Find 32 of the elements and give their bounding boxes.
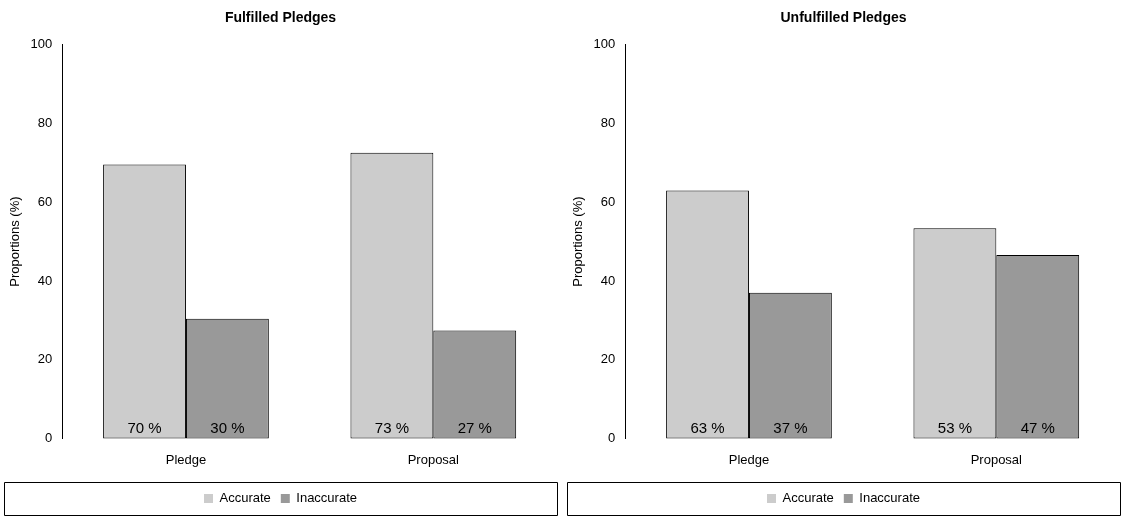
chart-title: Fulfilled Pledges — [224, 9, 337, 26]
y-tick-label: 80 — [37, 115, 53, 131]
data-label: 63 % — [690, 419, 725, 437]
y-tick-label: 60 — [37, 193, 53, 209]
y-tick-label: 40 — [37, 272, 53, 288]
legend-label: Inaccurate — [859, 490, 920, 506]
legend-label: Accurate — [219, 490, 271, 506]
x-tick-label: Proposal — [407, 451, 460, 467]
data-label: 27 % — [457, 419, 492, 437]
data-label: 30 % — [210, 419, 245, 437]
data-label: 37 % — [773, 419, 808, 437]
data-label: 70 % — [127, 419, 162, 437]
y-axis-title: Proportions (%) — [570, 196, 586, 287]
y-tick-label: 100 — [593, 36, 616, 52]
y-tick-label: 20 — [37, 351, 53, 367]
y-tick-label: 0 — [45, 429, 53, 445]
y-tick-label: 60 — [600, 193, 616, 209]
x-tick-label: Pledge — [728, 451, 770, 467]
y-tick-label: 0 — [608, 429, 616, 445]
x-tick-label: Pledge — [165, 451, 207, 467]
data-label: 47 % — [1020, 419, 1055, 437]
data-label: 73 % — [374, 419, 409, 437]
x-tick-label: Proposal — [970, 451, 1023, 467]
data-label: 53 % — [937, 419, 972, 437]
y-tick-label: 20 — [600, 351, 616, 367]
chart-title: Unfulfilled Pledges — [780, 9, 907, 26]
y-tick-label: 100 — [30, 36, 53, 52]
y-axis-title: Proportions (%) — [7, 196, 23, 287]
y-tick-label: 40 — [600, 272, 616, 288]
legend-label: Inaccurate — [296, 490, 357, 506]
legend-label: Accurate — [782, 490, 834, 506]
y-tick-label: 80 — [600, 115, 616, 131]
